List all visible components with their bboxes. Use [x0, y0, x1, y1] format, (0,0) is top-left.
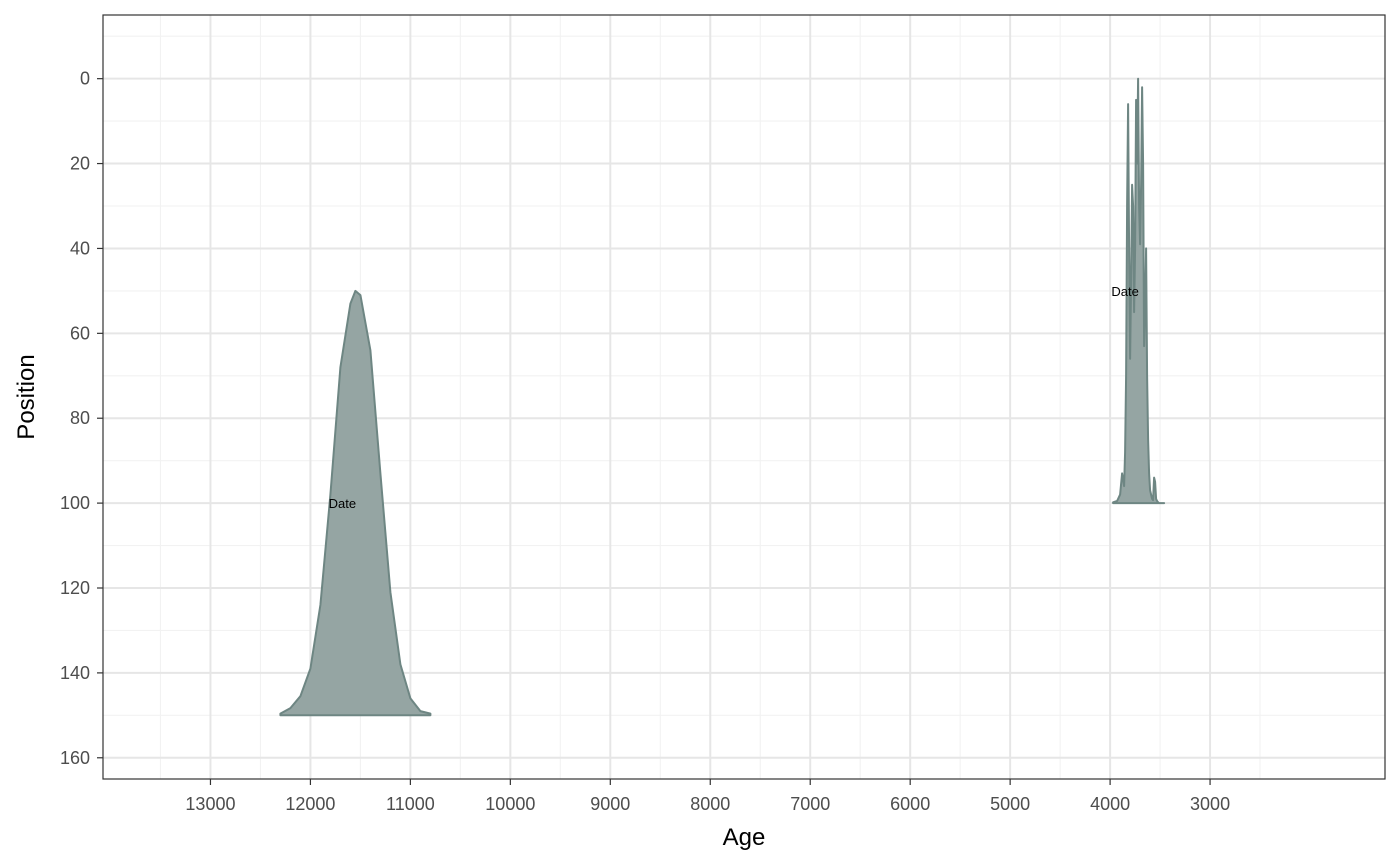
y-tick-label: 80	[70, 408, 90, 428]
y-tick-label: 120	[60, 578, 90, 598]
y-tick-label: 0	[80, 69, 90, 89]
x-tick-label: 4000	[1090, 794, 1130, 814]
y-tick-label: 140	[60, 663, 90, 683]
y-tick-label: 100	[60, 493, 90, 513]
x-tick-label: 10000	[485, 794, 535, 814]
density-label-2: Date	[1111, 284, 1138, 299]
x-axis-title: Age	[723, 824, 766, 851]
x-tick-label: 3000	[1190, 794, 1230, 814]
x-tick-label: 8000	[690, 794, 730, 814]
x-tick-label: 6000	[890, 794, 930, 814]
x-tick-label: 5000	[990, 794, 1030, 814]
x-tick-label: 13000	[185, 794, 235, 814]
x-tick-label: 9000	[590, 794, 630, 814]
y-tick-label: 20	[70, 154, 90, 174]
y-axis-title: Position	[13, 354, 40, 439]
y-tick-label: 60	[70, 323, 90, 343]
y-tick-label: 40	[70, 238, 90, 258]
x-tick-label: 7000	[790, 794, 830, 814]
x-tick-label: 12000	[285, 794, 335, 814]
density-label-1: Date	[329, 496, 356, 511]
y-tick-label: 160	[60, 748, 90, 768]
x-tick-label: 11000	[386, 794, 435, 814]
